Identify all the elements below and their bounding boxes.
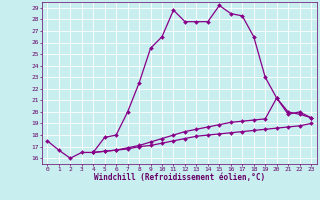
X-axis label: Windchill (Refroidissement éolien,°C): Windchill (Refroidissement éolien,°C) bbox=[94, 173, 265, 182]
